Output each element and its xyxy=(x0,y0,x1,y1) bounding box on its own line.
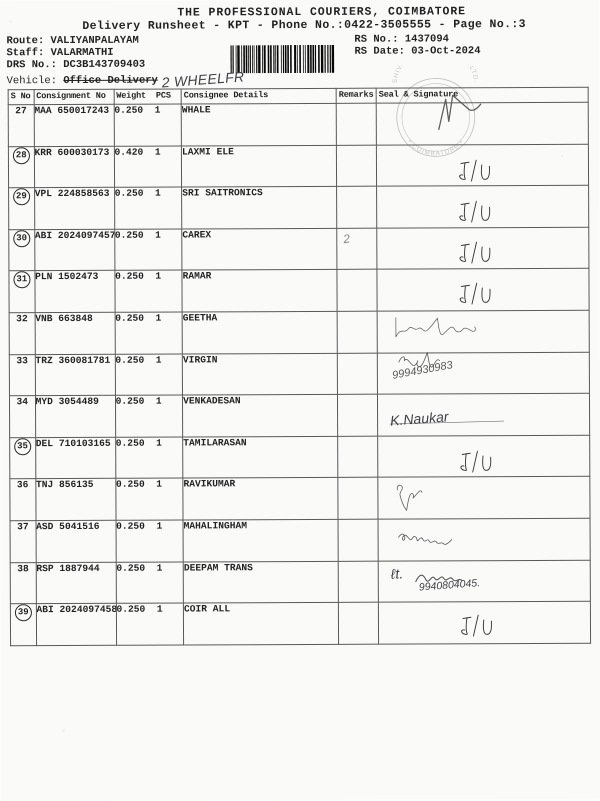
svg-text:SHIVA ENTERPRISES PVT.LTD.: SHIVA ENTERPRISES PVT.LTD. xyxy=(392,65,480,83)
